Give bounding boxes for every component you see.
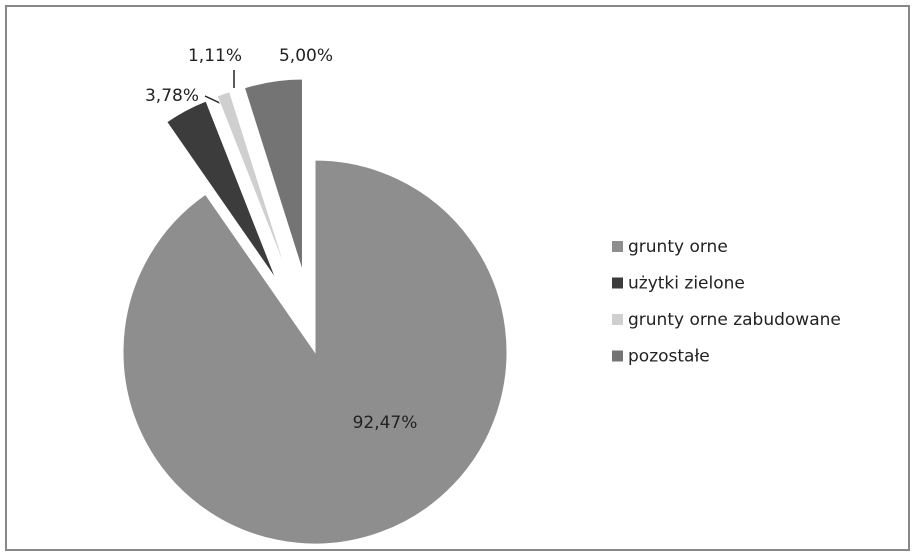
pie-slice [166,100,277,280]
legend-label: użytki zielone [628,274,745,294]
pie-slice [122,159,508,545]
data-label: 92,47% [353,413,418,433]
legend-swatch [612,350,623,362]
data-label: 5,00% [279,46,333,66]
leader-line [204,95,223,105]
legend-label: grunty orne [628,237,728,257]
legend-swatch [612,241,623,252]
legend-label: pozostałe [628,347,710,367]
legend-swatch [612,277,623,289]
data-label: 1,11% [188,46,242,66]
legend-label: grunty orne zabudowane [628,310,841,330]
data-label: 3,78% [145,86,199,106]
pie-slice [216,91,289,275]
legend-swatch [612,314,623,325]
pie-slice [243,78,303,272]
